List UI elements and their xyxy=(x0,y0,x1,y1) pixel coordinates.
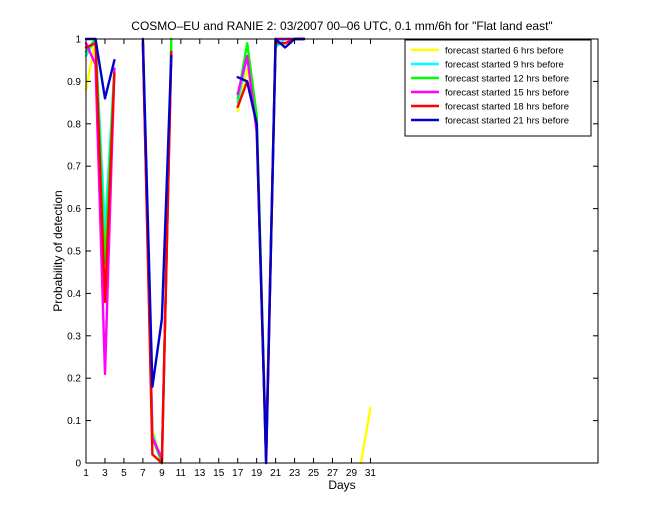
y-axis-label: Probability of detection xyxy=(51,190,65,311)
x-tick-label: 9 xyxy=(159,468,165,479)
legend: forecast started 6 hrs before forecast st… xyxy=(404,39,592,137)
y-tick-label: 0.3 xyxy=(67,331,81,342)
x-tick-label: 31 xyxy=(365,468,377,479)
x-tick-label: 19 xyxy=(251,468,263,479)
x-tick-label: 1 xyxy=(83,468,89,479)
y-tick-label: 0.5 xyxy=(67,247,81,258)
legend-label: forecast started 9 hrs before xyxy=(445,60,564,71)
x-axis-label: Days xyxy=(328,478,355,492)
legend-label: forecast started 18 hrs before xyxy=(445,102,569,113)
x-tick-label: 15 xyxy=(213,468,225,479)
x-tick-label: 3 xyxy=(102,468,108,479)
x-tick-label: 29 xyxy=(346,468,358,479)
y-tick-label: 1 xyxy=(75,35,81,46)
x-tick-label: 21 xyxy=(270,468,282,479)
y-tick-label: 0.2 xyxy=(67,374,81,385)
y-tick-label: 0.8 xyxy=(67,119,81,130)
y-tick-label: 0.4 xyxy=(67,289,81,300)
x-tick-label: 27 xyxy=(327,468,339,479)
y-tick-label: 0 xyxy=(75,459,81,470)
y-tick-label: 0.6 xyxy=(67,204,81,215)
x-tick-label: 25 xyxy=(308,468,320,479)
y-tick-label: 0.7 xyxy=(67,162,81,173)
y-tick-label: 0.9 xyxy=(67,77,81,88)
x-tick-label: 5 xyxy=(121,468,127,479)
legend-label: forecast started 6 hrs before xyxy=(445,46,564,57)
chart-title: COSMO–EU and RANIE 2: 03/2007 00–06 UTC,… xyxy=(131,19,552,33)
x-tick-label: 11 xyxy=(176,468,187,479)
x-tick-label: 7 xyxy=(140,468,146,479)
axes-layer: 1 3 5 7 9 11 13 15 17 19 21 23 25 27 29 3100.10.20.30.4… xyxy=(67,35,599,479)
y-tick-label: 0.1 xyxy=(67,416,81,427)
legend-label: forecast started 12 hrs before xyxy=(445,74,569,85)
legend-label: forecast started 15 hrs before xyxy=(445,88,569,99)
x-tick-label: 23 xyxy=(289,468,301,479)
legend-label: forecast started 21 hrs before xyxy=(445,116,569,127)
x-tick-label: 13 xyxy=(194,468,206,479)
x-tick-label: 17 xyxy=(232,468,244,479)
